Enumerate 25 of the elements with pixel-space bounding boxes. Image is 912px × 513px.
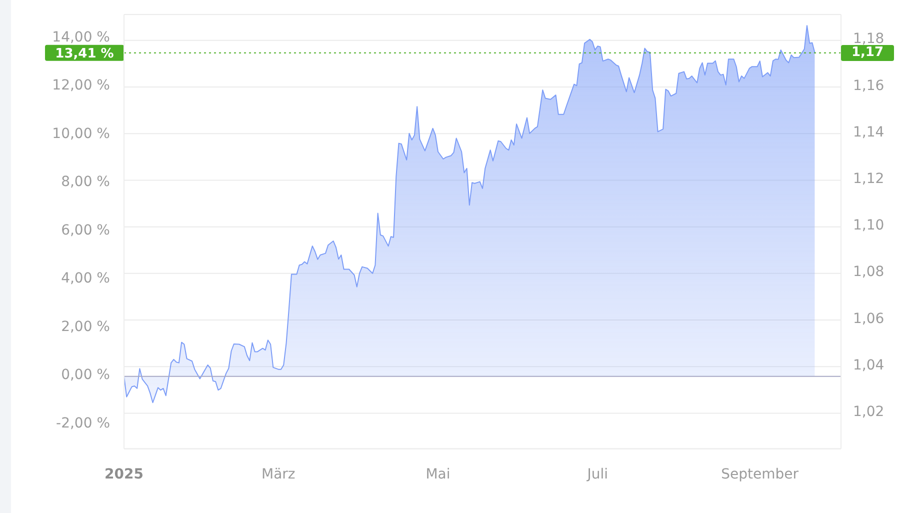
- y-tick-label: 14,00 %: [52, 29, 110, 46]
- y-tick-label: 2,00 %: [61, 318, 110, 335]
- y-tick-label: 6,00 %: [61, 222, 110, 238]
- y2-tick-label: 1,18: [853, 31, 884, 48]
- y-tick-label: 0,00 %: [61, 367, 110, 384]
- y2-tick-label: 1,14: [853, 124, 884, 140]
- y-tick-label: -2,00 %: [56, 415, 110, 432]
- y2-tick-label: 1,04: [853, 357, 884, 374]
- y-tick-label: 8,00 %: [61, 174, 110, 190]
- x-tick-label: März: [262, 466, 296, 483]
- y-tick-label: 12,00 %: [52, 78, 110, 94]
- y2-tick-label: 1,12: [853, 171, 884, 188]
- y2-tick-label: 1,10: [853, 218, 884, 234]
- x-tick-label: September: [721, 466, 799, 483]
- y2-tick-label: 1,02: [853, 404, 884, 420]
- ref-line-label: 13,41 %: [55, 46, 114, 62]
- y2-tick-label: 1,06: [853, 310, 884, 327]
- y-tick-label: 4,00 %: [61, 270, 110, 287]
- y-tick-label: 10,00 %: [52, 126, 110, 142]
- y2-tick-label: 1,16: [853, 78, 884, 94]
- x-tick-label: Mai: [426, 466, 450, 483]
- y2-tick-label: 1,08: [853, 264, 884, 280]
- text: 1,17: [851, 44, 884, 60]
- x-tick-label: 2025: [104, 466, 144, 483]
- x-tick-label: Juli: [586, 466, 608, 483]
